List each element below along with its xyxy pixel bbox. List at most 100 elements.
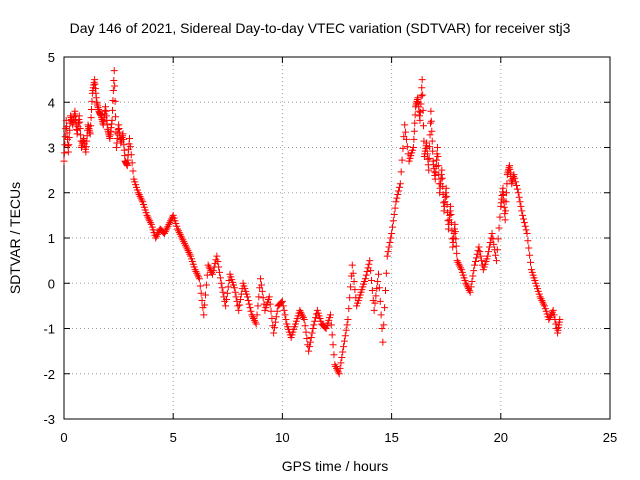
data-point-interp xyxy=(381,286,389,294)
data-point xyxy=(75,112,83,120)
data-point xyxy=(409,144,417,151)
data-point xyxy=(60,157,68,165)
data-point-interp xyxy=(269,322,277,330)
data-point xyxy=(396,180,404,188)
data-point xyxy=(366,257,374,265)
data-point-interp xyxy=(203,271,211,279)
data-point-interp xyxy=(208,268,216,276)
data-point xyxy=(510,171,518,179)
data-point xyxy=(462,279,470,287)
data-point xyxy=(278,297,286,305)
data-point-interp xyxy=(128,159,136,167)
data-point xyxy=(392,198,400,206)
data-point-interp xyxy=(368,286,376,294)
axis-ticks: 0 5 10 15 20 25 -3 -2 -1 0 1 2 3 4 5 xyxy=(43,50,617,445)
data-point-interp xyxy=(402,135,410,143)
y-axis-label: SDTVAR / TECUs xyxy=(7,182,23,294)
data-point-interp xyxy=(87,114,95,122)
data-point xyxy=(379,338,387,346)
data-point xyxy=(427,107,435,115)
data-point xyxy=(165,220,173,228)
data-point-interp xyxy=(310,321,318,329)
data-point xyxy=(200,311,208,319)
data-point-interp xyxy=(472,254,480,262)
data-point-interp xyxy=(334,368,342,376)
data-point-interp xyxy=(271,324,279,332)
data-point-interp xyxy=(439,182,447,190)
data-point xyxy=(499,184,507,192)
data-point-interp xyxy=(513,185,521,193)
data-point-interp xyxy=(153,232,161,240)
data-point-interp xyxy=(496,213,504,221)
data-point-interp xyxy=(474,247,482,255)
data-point-interp xyxy=(233,297,241,305)
data-point-interp xyxy=(403,143,411,151)
data-point-interp xyxy=(255,293,263,301)
data-point-interp xyxy=(485,243,493,251)
data-point xyxy=(204,261,212,269)
data-point-interp xyxy=(305,343,313,351)
data-point-interp xyxy=(440,199,448,207)
data-point-interp xyxy=(340,337,348,345)
data-point xyxy=(442,184,450,192)
data-point xyxy=(108,116,116,124)
data-point-interp xyxy=(77,131,85,139)
data-point-interp xyxy=(168,213,176,221)
data-point-interp xyxy=(525,244,533,252)
data-point xyxy=(217,279,225,287)
data-point-interp xyxy=(499,191,507,199)
data-point-interp xyxy=(251,318,259,326)
x-axis-label: GPS time / hours xyxy=(282,458,389,474)
data-point-interp xyxy=(146,219,154,227)
data-point-interp xyxy=(197,289,205,297)
data-point xyxy=(86,130,94,138)
data-point-interp xyxy=(112,113,120,121)
data-point-interp xyxy=(457,264,465,272)
data-point xyxy=(451,220,459,228)
data-point-interp xyxy=(258,287,266,295)
y-tick-label: 2 xyxy=(48,186,55,201)
data-point xyxy=(331,361,339,369)
data-point xyxy=(536,293,544,301)
data-point-interp xyxy=(341,332,349,340)
data-point-interp xyxy=(336,364,344,372)
y-tick-label: 3 xyxy=(48,141,55,156)
data-point-interp xyxy=(347,283,355,291)
data-point-interp xyxy=(540,300,548,308)
data-point-interp xyxy=(236,301,244,309)
data-point-interp xyxy=(250,315,258,323)
data-point xyxy=(438,166,446,174)
data-point-interp xyxy=(386,239,394,247)
y-tick-label: -3 xyxy=(43,412,55,427)
data-point-interp xyxy=(493,246,501,254)
data-point-interp xyxy=(443,192,451,200)
data-point-interp xyxy=(368,277,376,285)
data-point-interp xyxy=(65,141,73,149)
data-point-interp xyxy=(185,248,193,256)
data-point-interp xyxy=(63,135,71,143)
data-point-interp xyxy=(127,151,135,159)
data-point-interp xyxy=(427,117,435,125)
y-tick-label: 0 xyxy=(48,276,55,291)
data-point xyxy=(492,257,500,265)
data-point-interp xyxy=(162,226,170,234)
data-point xyxy=(374,270,382,278)
data-point-interp xyxy=(363,267,371,275)
data-point-interp xyxy=(426,143,434,151)
data-point-interp xyxy=(432,169,440,177)
data-point-interp xyxy=(411,111,419,119)
data-point-interp xyxy=(266,300,274,308)
data-point-interp xyxy=(64,142,72,150)
data-point-interp xyxy=(279,302,287,310)
x-tick-label: 25 xyxy=(603,430,617,445)
data-point-interp xyxy=(175,229,183,237)
data-point-interp xyxy=(60,149,68,157)
data-point xyxy=(523,229,531,237)
data-point-interp xyxy=(298,312,306,320)
data-point-interp xyxy=(307,334,315,342)
data-point-interp xyxy=(502,198,510,206)
data-point-interp xyxy=(145,215,153,223)
data-point-interp xyxy=(443,201,451,209)
data-point-interp xyxy=(236,296,244,304)
data-point-interp xyxy=(76,124,84,132)
